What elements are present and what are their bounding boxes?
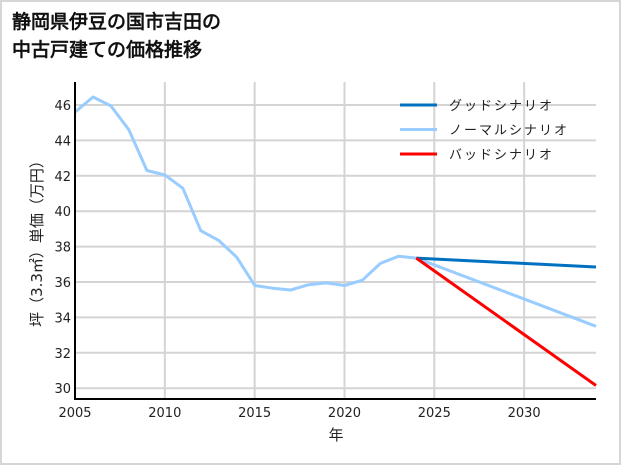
y-tick-label: 40	[54, 205, 71, 220]
y-tick-label: 44	[54, 134, 71, 149]
tick-labels: 30 32 34 36 38 40 42 44 46 2005 2010 2015 2020 2025 20…	[54, 99, 540, 421]
chart-title: 静岡県伊豆の国市吉田の 中古戸建ての価格推移	[12, 8, 221, 64]
title-line-1: 静岡県伊豆の国市吉田の	[12, 11, 222, 33]
series-lines	[74, 95, 597, 387]
gridlines	[75, 82, 596, 399]
x-tick-label: 2030	[508, 406, 541, 421]
y-tick-label: 34	[54, 311, 71, 326]
legend-label: グッドシナリオ	[449, 99, 554, 114]
y-tick-label: 32	[54, 347, 71, 362]
axes	[74, 82, 596, 400]
y-tick-label: 36	[54, 276, 71, 291]
x-tick-label: 2020	[328, 406, 361, 421]
legend-label: バッドシナリオ	[449, 148, 554, 163]
legend-label: ノーマルシナリオ	[449, 124, 569, 139]
y-axis-label: 坪（3.3㎡）単価（万円）	[28, 153, 46, 327]
y-tick-label: 42	[54, 170, 71, 185]
title-line-2: 中古戸建ての価格推移	[12, 39, 203, 61]
x-tick-label: 2005	[58, 406, 91, 421]
y-tick-label: 38	[54, 241, 71, 256]
x-tick-label: 2015	[238, 406, 271, 421]
x-tick-label: 2025	[418, 406, 451, 421]
x-tick-label: 2010	[148, 406, 181, 421]
series-line	[415, 256, 597, 387]
x-axis-label: 年	[328, 426, 343, 444]
series-line	[416, 256, 597, 269]
series-line	[74, 95, 597, 328]
y-tick-label: 30	[54, 382, 71, 397]
y-tick-label: 46	[54, 99, 71, 114]
